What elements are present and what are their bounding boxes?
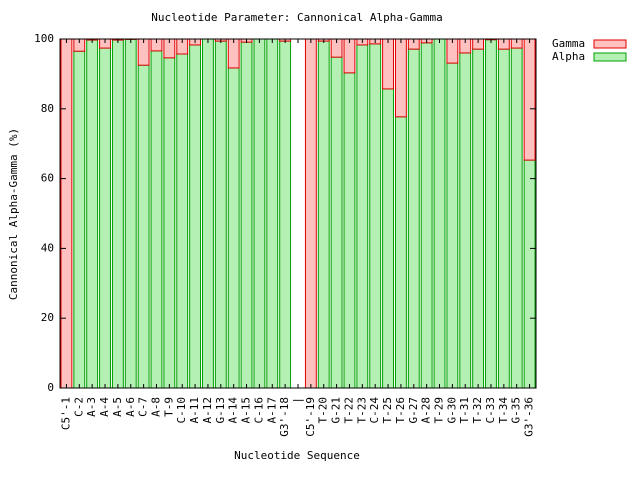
x-tick-label: T-25 xyxy=(381,397,394,424)
x-tick-label: A-4 xyxy=(98,397,111,417)
bar-segment xyxy=(99,47,111,389)
x-tick-label: G-27 xyxy=(407,397,420,424)
bar-segment xyxy=(485,39,497,389)
bar-segment xyxy=(73,50,86,389)
bar-segment xyxy=(240,41,253,389)
y-tick-label: 40 xyxy=(41,241,54,254)
chart-title: Nucleotide Parameter: Cannonical Alpha-G… xyxy=(151,11,442,24)
x-tick-label: T-26 xyxy=(394,397,407,424)
x-tick-label: A-11 xyxy=(188,397,201,424)
bar-segment xyxy=(523,159,536,389)
bar-segment xyxy=(163,57,176,389)
bar-segment xyxy=(202,38,214,389)
x-tick-label: G3'-36 xyxy=(523,397,536,437)
legend-swatch xyxy=(593,52,627,62)
x-tick-label: A-6 xyxy=(124,397,137,417)
x-tick-label: A-5 xyxy=(111,397,124,417)
bar-segment xyxy=(176,53,189,389)
bar-segment xyxy=(86,39,99,389)
x-tick-label: T-9 xyxy=(162,397,175,417)
bar-segment xyxy=(446,62,459,389)
x-tick-label: G-21 xyxy=(330,397,343,424)
x-tick-label: T-22 xyxy=(342,397,355,424)
bar-segment xyxy=(227,67,240,389)
bar-segment xyxy=(279,40,292,389)
bar-segment xyxy=(523,38,536,161)
bar-segment xyxy=(253,38,266,389)
x-tick-label: C5'-1 xyxy=(59,397,72,430)
bar-segment xyxy=(420,42,433,389)
x-tick-label: T-34 xyxy=(497,397,510,424)
y-axis-label: Cannonical Alpha-Gamma (%) xyxy=(7,128,20,300)
x-tick-label: T-23 xyxy=(355,397,368,424)
x-tick-label: A-12 xyxy=(201,397,214,424)
x-tick-label: C-24 xyxy=(368,397,381,424)
x-tick-label: C-16 xyxy=(252,397,265,424)
bar-segment xyxy=(330,56,343,389)
bar-segment xyxy=(343,38,356,74)
x-tick-label: G-35 xyxy=(510,397,523,424)
x-tick-label: C-2 xyxy=(72,397,85,417)
bar-segment xyxy=(394,38,407,118)
bar-segment xyxy=(382,88,394,389)
x-tick-label: A-3 xyxy=(85,397,98,417)
bar-segment xyxy=(356,44,369,389)
bar-segment xyxy=(150,50,163,389)
bar-segment xyxy=(137,64,150,389)
x-axis-label: Nucleotide Sequence xyxy=(234,449,360,462)
x-tick-label: C-10 xyxy=(175,397,188,424)
x-tick-label: C5'-19 xyxy=(304,397,317,437)
x-tick-label: C-33 xyxy=(484,397,497,424)
x-tick-label: T-29 xyxy=(433,397,446,424)
x-tick-label: A-28 xyxy=(420,397,433,424)
legend-swatch xyxy=(593,39,627,49)
bar-segment xyxy=(227,38,240,69)
bar-segment xyxy=(317,40,330,389)
bar-segment xyxy=(266,38,279,389)
bar-segment xyxy=(459,52,472,389)
bar-segment xyxy=(472,48,485,389)
y-tick-label: 60 xyxy=(41,172,54,185)
bar-segment xyxy=(304,38,317,389)
bar-segment xyxy=(433,38,446,389)
x-tick-label: T-31 xyxy=(458,397,471,424)
x-tick-label: | xyxy=(291,397,304,404)
bar-segment xyxy=(407,48,420,389)
bar-segment xyxy=(111,39,124,389)
bar-segment xyxy=(497,48,510,389)
x-tick-label: A-14 xyxy=(227,397,240,424)
bar-segment xyxy=(394,116,407,389)
bar-segment xyxy=(60,38,73,389)
y-tick-label: 100 xyxy=(34,32,54,45)
bar-segment xyxy=(214,40,227,389)
y-tick-label: 0 xyxy=(47,381,54,394)
x-tick-label: G3'-18 xyxy=(278,397,291,437)
x-tick-label: T-20 xyxy=(317,397,330,424)
x-tick-label: C-7 xyxy=(137,397,150,417)
x-tick-label: A-17 xyxy=(265,397,278,424)
x-tick-label: G-30 xyxy=(445,397,458,424)
bar-segment xyxy=(382,38,394,90)
y-tick-label: 20 xyxy=(41,311,54,324)
legend-label: Alpha xyxy=(552,50,585,63)
bar-segment xyxy=(510,47,523,389)
bar-segment xyxy=(343,72,356,389)
legend-label: Gamma xyxy=(552,37,585,50)
bar-segment xyxy=(369,43,382,389)
bar-segment xyxy=(124,38,137,389)
x-tick-label: G-13 xyxy=(214,397,227,424)
x-tick-label: A-15 xyxy=(240,397,253,424)
y-tick-label: 80 xyxy=(41,102,54,115)
x-tick-label: T-32 xyxy=(471,397,484,424)
bar-segment xyxy=(189,44,202,389)
x-tick-label: A-8 xyxy=(149,397,162,417)
